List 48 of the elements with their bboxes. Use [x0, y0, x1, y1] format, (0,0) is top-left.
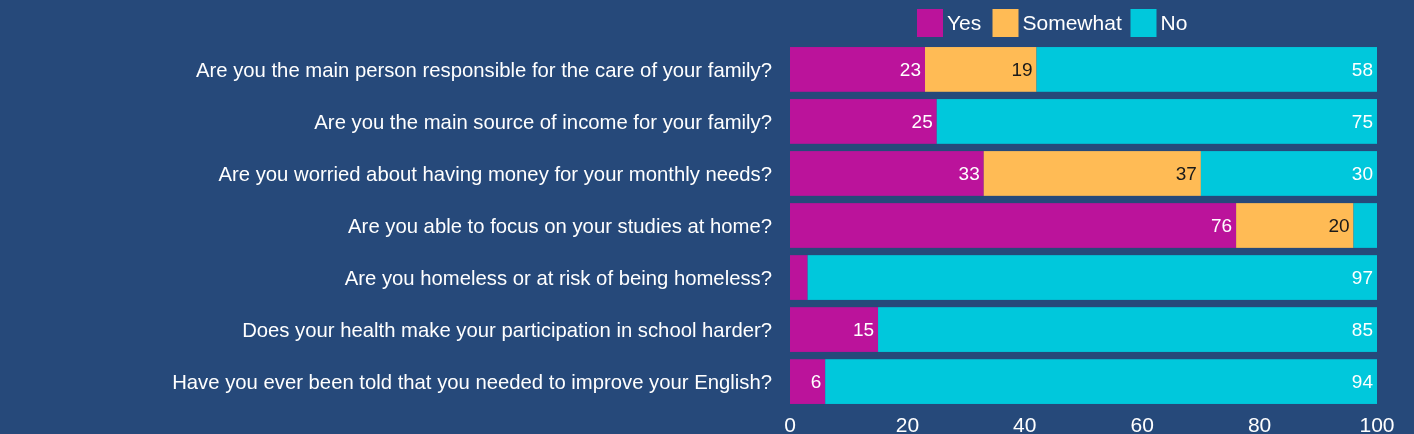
x-tick-label: 20: [895, 413, 920, 434]
bar: [790, 99, 937, 144]
legend-label: No: [1160, 11, 1188, 35]
bar: [790, 47, 926, 92]
data-label: 75: [1351, 111, 1373, 133]
x-tick-label: 100: [1359, 413, 1395, 434]
data-label: 76: [1210, 215, 1233, 237]
data-label: 97: [1351, 267, 1373, 289]
data-label: 85: [1351, 319, 1373, 341]
bar: [925, 47, 1037, 92]
bar: [825, 359, 1377, 404]
bar: [790, 359, 826, 404]
data-label: 33: [958, 163, 980, 185]
bar: [790, 151, 984, 196]
bar: [1200, 151, 1377, 196]
y-tick-label: Are you homeless or at risk of being homeless?: [344, 266, 772, 289]
x-tick-label: 0: [784, 413, 796, 434]
bar: [936, 99, 1377, 144]
x-tick-label: 60: [1130, 413, 1154, 434]
bar: [790, 307, 879, 352]
data-label: 37: [1175, 163, 1197, 185]
data-label: 25: [911, 111, 933, 133]
x-tick-label: 40: [1013, 413, 1037, 434]
bar: [878, 307, 1377, 352]
data-label: 94: [1351, 371, 1374, 393]
bar: [1353, 203, 1377, 248]
data-label: 30: [1351, 163, 1373, 185]
bar: [790, 203, 1237, 248]
y-tick-label: Are you able to focus on your studies at home?: [348, 214, 772, 237]
x-tick-label: 80: [1247, 413, 1272, 434]
data-label: 6: [810, 371, 822, 393]
y-tick-label: Are you the main source of income for your family?: [314, 110, 772, 133]
data-label: 15: [852, 319, 875, 341]
y-tick-label: Are you worried about having money for your monthly needs?: [218, 162, 772, 185]
bar: [807, 255, 1377, 300]
y-tick-label: Have you ever been told that you needed to improve your English?: [172, 370, 772, 393]
data-label: 58: [1351, 59, 1373, 81]
legend-label: Somewhat: [1022, 11, 1122, 35]
legend-label: Yes: [947, 11, 982, 35]
bar: [1236, 203, 1354, 248]
y-tick-label: Does your health make your participation in school harder?: [242, 318, 772, 341]
data-label: 23: [899, 59, 922, 81]
bar: [1036, 47, 1377, 92]
y-tick-label: Are you the main person responsible for the care of your family?: [195, 58, 772, 81]
data-label: 20: [1328, 215, 1350, 237]
bar: [983, 151, 1201, 196]
data-label: 19: [1011, 59, 1033, 81]
bar: [790, 255, 808, 300]
